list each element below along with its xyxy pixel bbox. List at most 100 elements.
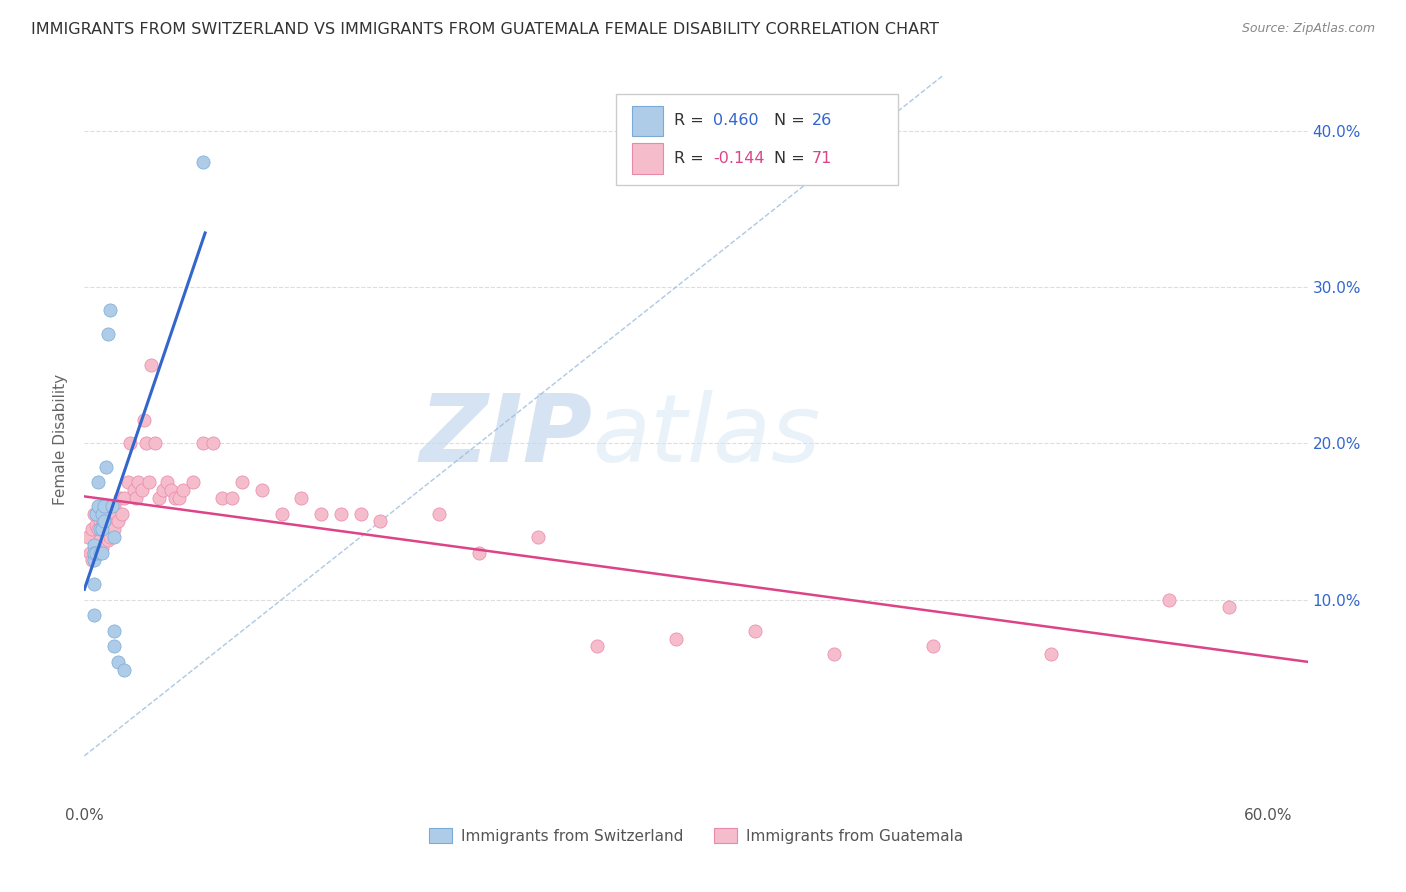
Point: [181, 475, 204, 490]
Point: [309, 507, 332, 521]
Point: [1218, 600, 1240, 615]
Point: [98, 303, 121, 318]
Point: [107, 655, 129, 669]
Text: IMMIGRANTS FROM SWITZERLAND VS IMMIGRANTS FROM GUATEMALA FEMALE DISABILITY CORRE: IMMIGRANTS FROM SWITZERLAND VS IMMIGRANT…: [31, 22, 939, 37]
Point: [250, 483, 273, 497]
Point: [98, 530, 121, 544]
Text: atlas: atlas: [592, 390, 820, 481]
Point: [91, 517, 114, 532]
Point: [148, 491, 170, 505]
Point: [156, 475, 179, 490]
Point: [104, 507, 127, 521]
Point: [84, 517, 107, 532]
Point: [468, 546, 491, 560]
Point: [131, 483, 153, 497]
Text: Source: ZipAtlas.com: Source: ZipAtlas.com: [1241, 22, 1375, 36]
FancyBboxPatch shape: [633, 144, 664, 174]
Point: [89, 533, 111, 548]
Point: [429, 507, 451, 521]
Point: [87, 507, 110, 521]
Point: [93, 517, 115, 532]
Point: [93, 515, 115, 529]
Point: [165, 491, 187, 505]
Point: [91, 507, 114, 521]
Point: [83, 507, 105, 521]
Point: [89, 546, 111, 560]
Point: [87, 546, 110, 560]
Text: R =: R =: [673, 152, 709, 166]
Point: [97, 326, 120, 341]
FancyBboxPatch shape: [616, 94, 898, 185]
Point: [103, 522, 125, 536]
Point: [83, 577, 105, 591]
Point: [191, 154, 214, 169]
Point: [221, 491, 243, 505]
Point: [191, 436, 214, 450]
Text: N =: N =: [775, 152, 810, 166]
Point: [122, 483, 145, 497]
Point: [101, 517, 124, 532]
Point: [108, 491, 131, 505]
Point: [97, 533, 120, 548]
Point: [94, 459, 117, 474]
Point: [1159, 592, 1181, 607]
Point: [94, 499, 117, 513]
Point: [152, 483, 174, 497]
Point: [103, 640, 125, 654]
Point: [118, 436, 141, 450]
Point: [201, 436, 224, 450]
Point: [270, 507, 292, 521]
Text: 0.460: 0.460: [713, 113, 759, 128]
Point: [1040, 647, 1063, 661]
Point: [89, 515, 111, 529]
Point: [84, 546, 107, 560]
Point: [89, 522, 111, 536]
Point: [921, 640, 943, 654]
Point: [211, 491, 233, 505]
Point: [83, 608, 105, 623]
Point: [79, 546, 101, 560]
Legend: Immigrants from Switzerland, Immigrants from Guatemala: Immigrants from Switzerland, Immigrants …: [423, 822, 969, 850]
Point: [103, 499, 125, 513]
Point: [91, 541, 114, 555]
Point: [117, 475, 139, 490]
Point: [93, 499, 115, 513]
Point: [127, 475, 149, 490]
Point: [112, 491, 135, 505]
Point: [145, 436, 167, 450]
Point: [87, 475, 110, 490]
Point: [527, 530, 550, 544]
Y-axis label: Female Disability: Female Disability: [53, 374, 69, 505]
Point: [172, 483, 194, 497]
Text: 71: 71: [813, 152, 832, 166]
Point: [665, 632, 688, 646]
Point: [77, 530, 100, 544]
Point: [368, 515, 391, 529]
Point: [329, 507, 352, 521]
Point: [823, 647, 845, 661]
Point: [82, 522, 104, 536]
Text: R =: R =: [673, 113, 709, 128]
Point: [87, 499, 110, 513]
Point: [91, 546, 114, 560]
Point: [103, 624, 125, 638]
Point: [82, 553, 104, 567]
Point: [138, 475, 160, 490]
Point: [84, 538, 107, 552]
Point: [83, 553, 105, 567]
Point: [141, 358, 163, 372]
Text: -0.144: -0.144: [713, 152, 765, 166]
Point: [135, 436, 157, 450]
Point: [167, 491, 190, 505]
Point: [87, 522, 110, 536]
Point: [84, 507, 107, 521]
Point: [112, 663, 135, 677]
Point: [103, 530, 125, 544]
Text: 26: 26: [813, 113, 832, 128]
Point: [124, 491, 146, 505]
Point: [744, 624, 766, 638]
Text: N =: N =: [775, 113, 810, 128]
Point: [98, 511, 121, 525]
Point: [83, 546, 105, 560]
Point: [160, 483, 183, 497]
